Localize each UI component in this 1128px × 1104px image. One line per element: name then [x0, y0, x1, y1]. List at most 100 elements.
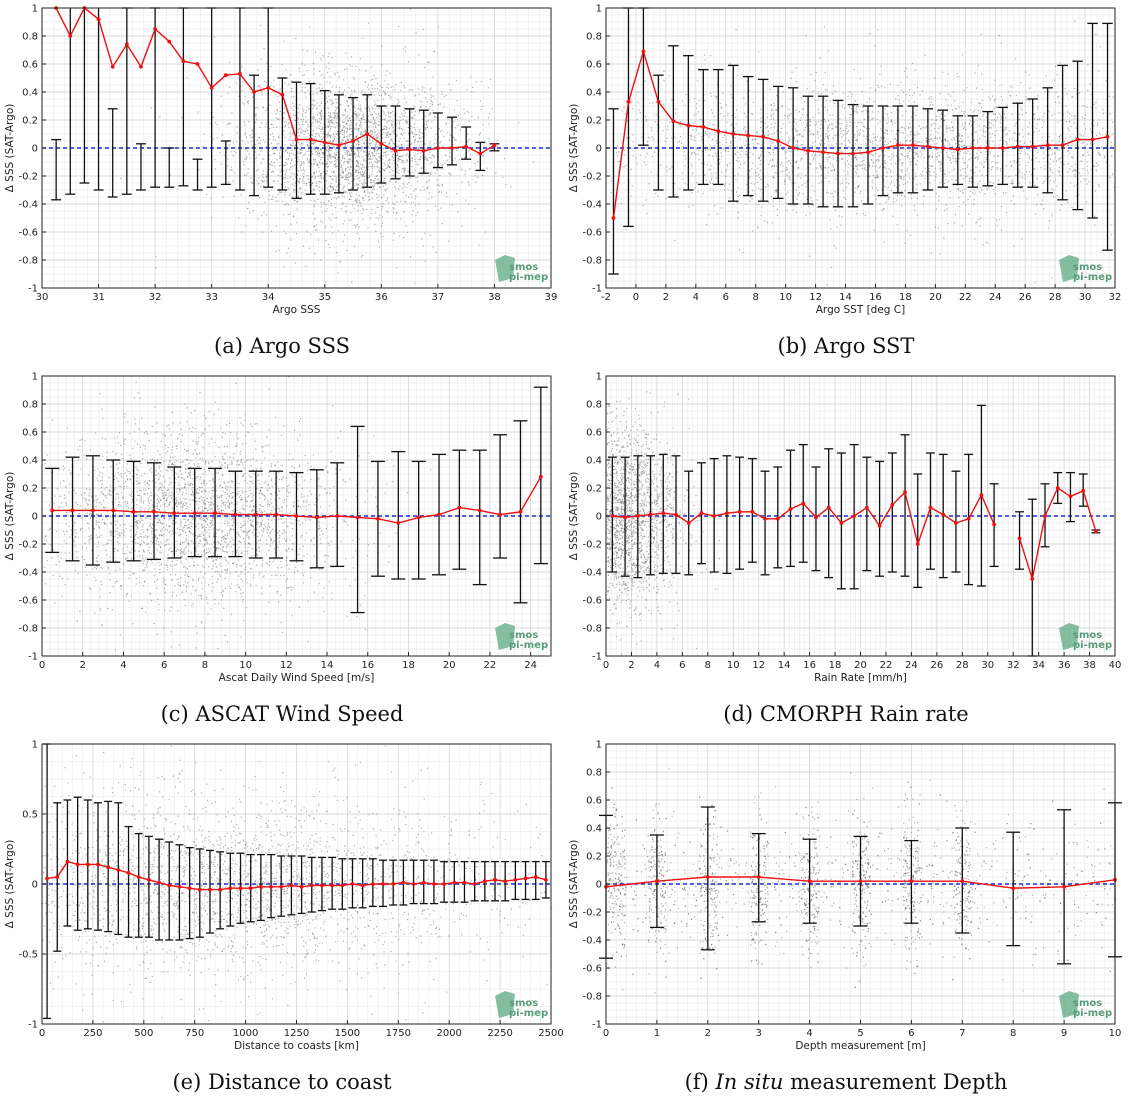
- scatter-point: [371, 131, 374, 133]
- scatter-point: [412, 172, 414, 174]
- scatter-point: [305, 266, 307, 268]
- scatter-point: [977, 158, 979, 160]
- scatter-point: [371, 158, 373, 160]
- scatter-point: [326, 133, 329, 135]
- scatter-point: [383, 125, 385, 127]
- scatter-point: [988, 143, 990, 145]
- scatter-point: [1106, 161, 1108, 164]
- scatter-point: [350, 90, 353, 92]
- scatter-point: [883, 241, 885, 243]
- scatter-point: [316, 154, 318, 156]
- scatter-point: [373, 151, 375, 153]
- scatter-point: [341, 167, 344, 169]
- scatter-point: [304, 153, 306, 155]
- scatter-point: [329, 185, 331, 187]
- scatter-point: [321, 186, 323, 189]
- scatter-point: [904, 242, 906, 244]
- scatter-point: [731, 130, 733, 133]
- scatter-point: [963, 144, 966, 146]
- scatter-point: [970, 170, 972, 172]
- scatter-point: [737, 211, 739, 214]
- scatter-point: [437, 191, 440, 193]
- scatter-point: [1018, 149, 1020, 151]
- scatter-point: [370, 134, 372, 136]
- scatter-point: [418, 147, 420, 149]
- scatter-point: [396, 163, 398, 166]
- scatter-point: [1074, 174, 1076, 176]
- scatter-point: [289, 176, 291, 178]
- scatter-point: [230, 169, 232, 171]
- scatter-point: [393, 123, 395, 126]
- scatter-point: [945, 99, 947, 101]
- scatter-point: [917, 146, 919, 148]
- scatter-point: [854, 100, 857, 102]
- scatter-point: [421, 144, 423, 146]
- scatter-point: [404, 87, 406, 89]
- scatter-point: [353, 113, 355, 115]
- scatter-point: [311, 182, 313, 184]
- scatter-point: [283, 40, 285, 42]
- scatter-point: [228, 122, 230, 124]
- scatter-point: [430, 96, 432, 98]
- scatter-point: [354, 169, 357, 171]
- scatter-point: [901, 115, 904, 117]
- scatter-point: [282, 151, 284, 153]
- scatter-point: [770, 196, 772, 198]
- scatter-point: [975, 166, 977, 168]
- scatter-point: [308, 159, 310, 161]
- scatter-point: [1045, 178, 1047, 180]
- scatter-point: [830, 170, 832, 172]
- scatter-point: [442, 145, 444, 148]
- scatter-point: [345, 210, 347, 212]
- scatter-point: [925, 140, 927, 142]
- scatter-point: [349, 109, 352, 111]
- scatter-point: [385, 168, 387, 170]
- scatter-point: [836, 159, 838, 161]
- scatter-point: [931, 152, 933, 154]
- scatter-point: [390, 112, 392, 114]
- scatter-point: [323, 202, 325, 204]
- scatter-point: [816, 167, 818, 169]
- scatter-point: [394, 186, 396, 188]
- scatter-point: [340, 141, 342, 143]
- scatter-point: [407, 145, 409, 147]
- scatter-point: [466, 110, 469, 112]
- scatter-point: [727, 150, 729, 153]
- scatter-point: [739, 138, 741, 140]
- scatter-point: [883, 143, 885, 145]
- scatter-point: [328, 67, 330, 70]
- scatter-point: [443, 106, 445, 108]
- scatter-point: [768, 163, 770, 165]
- scatter-point: [250, 91, 252, 93]
- scatter-point: [1006, 104, 1008, 106]
- scatter-point: [944, 139, 947, 142]
- scatter-point: [688, 127, 691, 129]
- scatter-point: [228, 144, 231, 146]
- scatter-point: [931, 165, 933, 167]
- scatter-point: [326, 145, 329, 148]
- scatter-point: [385, 132, 387, 134]
- scatter-point: [1098, 70, 1100, 72]
- scatter-point: [909, 234, 911, 237]
- scatter-point: [408, 89, 410, 91]
- scatter-point: [371, 87, 373, 90]
- scatter-point: [308, 134, 310, 136]
- scatter-point: [372, 188, 374, 191]
- scatter-point: [978, 150, 980, 152]
- scatter-point: [347, 150, 350, 153]
- scatter-point: [348, 198, 350, 201]
- scatter-point: [382, 185, 384, 187]
- scatter-point: [714, 115, 716, 117]
- scatter-point: [275, 112, 277, 115]
- scatter-point: [248, 202, 250, 204]
- scatter-point: [663, 80, 665, 82]
- scatter-point: [428, 151, 431, 153]
- scatter-point: [159, 116, 161, 118]
- scatter-point: [806, 114, 808, 116]
- scatter-point: [332, 133, 334, 135]
- scatter-point: [331, 156, 333, 158]
- scatter-point: [227, 92, 229, 94]
- scatter-point: [341, 195, 343, 197]
- scatter-point: [321, 162, 323, 164]
- scatter-point: [287, 158, 289, 160]
